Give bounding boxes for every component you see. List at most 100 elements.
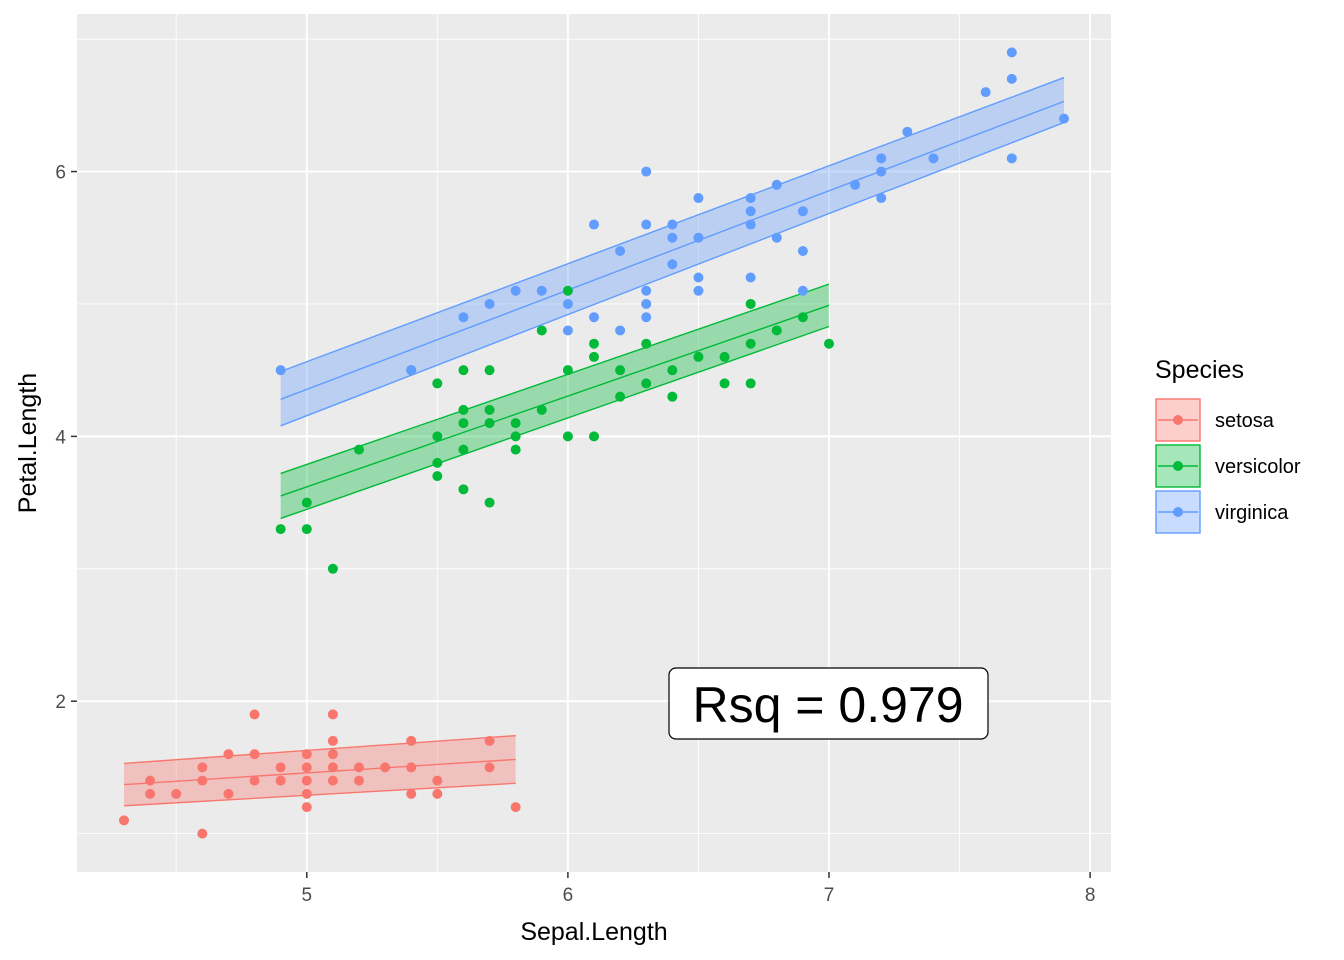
band-upper-edge-setosa (123, 734, 516, 765)
annotation-box (668, 667, 989, 740)
x-tick-label: 7 (824, 885, 835, 906)
point-virginica (484, 298, 495, 309)
point-virginica (667, 259, 678, 270)
point-virginica (771, 179, 782, 190)
point-virginica (1006, 47, 1017, 58)
point-setosa (119, 815, 129, 826)
point-setosa (223, 749, 234, 760)
point-setosa (275, 775, 286, 786)
point-versicolor (458, 365, 469, 376)
point-setosa (249, 749, 260, 760)
point-setosa (432, 775, 443, 786)
point-versicolor (301, 497, 312, 508)
point-setosa (301, 802, 312, 813)
legend-key-point-versicolor (1173, 461, 1183, 471)
x-tick-label: 8 (1085, 885, 1096, 906)
point-virginica (667, 219, 678, 230)
y-tick-label: 2 (55, 692, 66, 713)
point-versicolor (327, 563, 338, 574)
point-setosa (380, 762, 391, 773)
point-virginica (876, 153, 887, 164)
annotation-text: Rsq = 0.979 (692, 677, 963, 733)
point-versicolor (510, 431, 521, 442)
point-versicolor (562, 431, 573, 442)
point-virginica (928, 153, 939, 164)
point-versicolor (797, 312, 808, 323)
confidence-band-virginica (280, 77, 1065, 426)
x-tick-label: 6 (563, 885, 574, 906)
point-virginica (797, 285, 808, 296)
point-setosa (354, 775, 364, 786)
rsq-annotation: Rsq = 0.979 (668, 667, 989, 740)
point-setosa (197, 828, 208, 839)
point-versicolor (354, 444, 364, 455)
point-setosa (432, 788, 443, 799)
point-setosa (249, 775, 260, 786)
point-versicolor (641, 338, 652, 349)
point-setosa (327, 749, 338, 760)
point-setosa (406, 735, 417, 746)
point-virginica (615, 246, 626, 257)
point-setosa (327, 775, 338, 786)
point-versicolor (719, 378, 730, 389)
point-versicolor (562, 365, 573, 376)
point-virginica (1006, 73, 1017, 84)
x-axis-ticks: 5 6 7 8 (301, 872, 1095, 906)
point-virginica (745, 193, 756, 204)
point-versicolor (745, 338, 756, 349)
point-versicolor (745, 298, 756, 309)
point-versicolor (484, 365, 495, 376)
point-virginica (562, 325, 573, 336)
point-setosa (327, 762, 338, 773)
point-virginica (562, 298, 573, 309)
point-virginica (589, 312, 599, 323)
point-versicolor (589, 338, 599, 349)
point-versicolor (458, 418, 469, 429)
point-virginica (667, 232, 678, 243)
point-versicolor (771, 325, 782, 336)
point-virginica (850, 179, 861, 190)
point-versicolor (432, 431, 443, 442)
point-virginica (693, 232, 704, 243)
point-setosa (249, 709, 260, 720)
point-versicolor (484, 418, 495, 429)
point-virginica (536, 285, 547, 296)
point-setosa (197, 762, 208, 773)
point-versicolor (745, 378, 756, 389)
point-virginica (797, 206, 808, 217)
point-virginica (641, 166, 652, 177)
legend-label-virginica: virginica (1215, 502, 1289, 524)
point-setosa (145, 788, 156, 799)
point-setosa (327, 735, 338, 746)
point-versicolor (536, 325, 547, 336)
point-virginica (693, 285, 704, 296)
point-setosa (145, 775, 156, 786)
point-setosa (327, 709, 338, 720)
point-virginica (275, 365, 286, 376)
point-virginica (693, 272, 704, 283)
point-versicolor (615, 365, 626, 376)
point-setosa (406, 788, 417, 799)
regression-line-virginica (280, 100, 1065, 400)
point-versicolor (458, 484, 469, 495)
point-versicolor (589, 431, 599, 442)
point-virginica (1006, 153, 1017, 164)
point-versicolor (719, 351, 730, 362)
point-virginica (510, 285, 521, 296)
point-setosa (510, 802, 521, 813)
point-virginica (980, 87, 991, 98)
point-setosa (406, 762, 417, 773)
point-virginica (641, 298, 652, 309)
point-virginica (876, 166, 887, 177)
point-versicolor (458, 404, 469, 415)
point-setosa (301, 749, 312, 760)
y-tick-label: 4 (55, 427, 66, 448)
point-virginica (902, 126, 913, 137)
legend: Species setosa versicolor virginica (1155, 356, 1301, 534)
point-virginica (797, 246, 808, 257)
point-versicolor (432, 471, 443, 482)
point-versicolor (693, 351, 704, 362)
legend-label-versicolor: versicolor (1215, 456, 1301, 478)
point-versicolor (458, 444, 469, 455)
point-virginica (641, 312, 652, 323)
